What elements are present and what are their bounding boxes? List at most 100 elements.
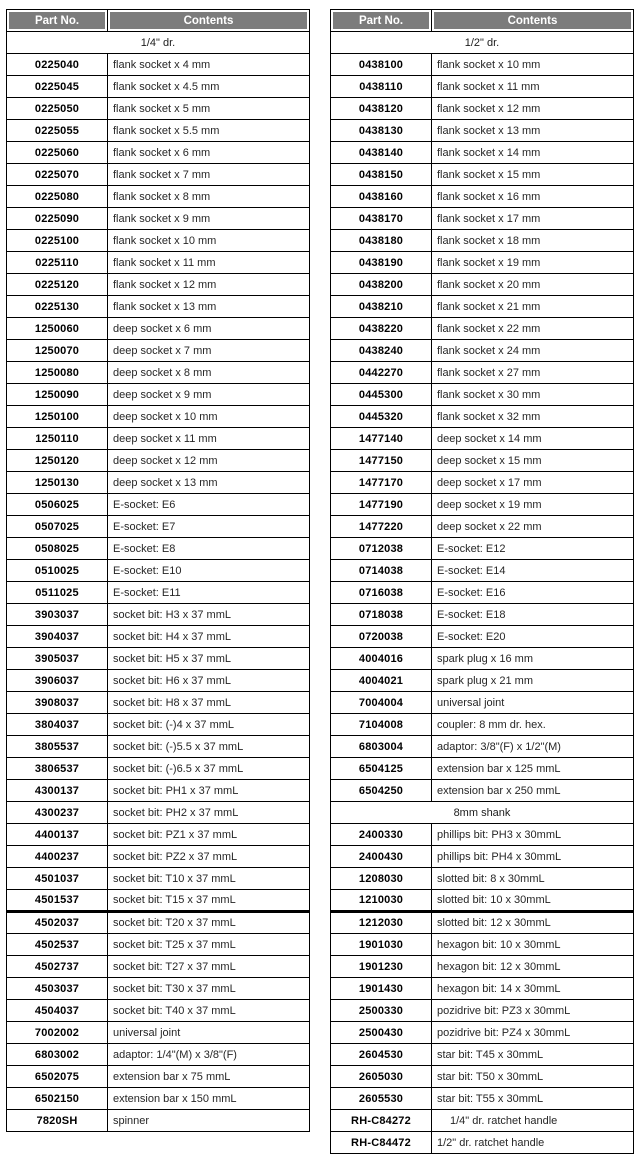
part-no-cell: 3805537: [6, 735, 108, 758]
header-row: Part No. Contents: [6, 9, 310, 32]
part-no-cell: 0225050: [6, 97, 108, 120]
part-no-cell: 0438130: [330, 119, 432, 142]
part-no-cell: 2604530: [330, 1043, 432, 1066]
part-no-cell: 1250070: [6, 339, 108, 362]
part-no-cell: 0225060: [6, 141, 108, 164]
table-row: 0438170 flank socket x 17 mm: [330, 207, 634, 230]
table-row: 3905037 socket bit: H5 x 37 mmL: [6, 647, 310, 670]
part-no-cell: 0438190: [330, 251, 432, 274]
table-row: 4504037 socket bit: T40 x 37 mmL: [6, 999, 310, 1022]
contents-cell: star bit: T45 x 30mmL: [431, 1043, 634, 1066]
table-row: 0225090 flank socket x 9 mm: [6, 207, 310, 230]
contents-cell: slotted bit: 12 x 30mmL: [431, 910, 634, 934]
contents-cell: socket bit: PZ1 x 37 mmL: [107, 823, 310, 846]
part-no-cell: 1208030: [330, 867, 432, 890]
part-no-cell: 0507025: [6, 515, 108, 538]
part-no-cell: 6502150: [6, 1087, 108, 1110]
contents-cell: deep socket x 10 mm: [107, 405, 310, 428]
part-no-cell: 6504250: [330, 779, 432, 802]
contents-cell: E-socket: E10: [107, 559, 310, 582]
table-row: 1250070 deep socket x 7 mm: [6, 339, 310, 362]
contents-cell: socket bit: T15 x 37 mmL: [107, 889, 310, 912]
part-no-cell: 7004004: [330, 691, 432, 714]
part-no-cell: 0716038: [330, 581, 432, 604]
contents-cell: deep socket x 13 mm: [107, 471, 310, 494]
part-no-cell: 0225080: [6, 185, 108, 208]
part-no-cell: 0438170: [330, 207, 432, 230]
part-no-cell: 4502737: [6, 955, 108, 978]
table-row: 4502537 socket bit: T25 x 37 mmL: [6, 933, 310, 956]
part-no-cell: 0511025: [6, 581, 108, 604]
section-label: 8mm shank: [330, 801, 634, 824]
contents-cell: pozidrive bit: PZ3 x 30mmL: [431, 999, 634, 1022]
part-no-cell: 0225100: [6, 229, 108, 252]
table-row: 3903037 socket bit: H3 x 37 mmL: [6, 603, 310, 626]
part-no-cell: 1250090: [6, 383, 108, 406]
contents-cell: deep socket x 19 mm: [431, 493, 634, 516]
contents-cell: socket bit: T27 x 37 mmL: [107, 955, 310, 978]
table-row: 3806537 socket bit: (-)6.5 x 37 mmL: [6, 757, 310, 780]
part-no-cell: RH-C84472: [330, 1131, 432, 1154]
contents-cell: flank socket x 17 mm: [431, 207, 634, 230]
table-row: 0225050 flank socket x 5 mm: [6, 97, 310, 120]
part-no-cell: 2400330: [330, 823, 432, 846]
table-row: 3805537 socket bit: (-)5.5 x 37 mmL: [6, 735, 310, 758]
table-row: 4501037 socket bit: T10 x 37 mmL: [6, 867, 310, 890]
contents-cell: deep socket x 22 mm: [431, 515, 634, 538]
part-no-cell: 6502075: [6, 1065, 108, 1088]
table-row: 1250110 deep socket x 11 mm: [6, 427, 310, 450]
contents-cell: flank socket x 27 mm: [431, 361, 634, 384]
table-row: 0438140 flank socket x 14 mm: [330, 141, 634, 164]
contents-cell: 1/4" dr. ratchet handle: [431, 1109, 634, 1132]
table-row: 7104008 coupler: 8 mm dr. hex.: [330, 713, 634, 736]
parts-table-half-inch-dr: Part No. Contents 1/2" dr. 0438100 flank s…: [330, 9, 634, 1154]
contents-cell: flank socket x 12 mm: [107, 273, 310, 296]
table-row: 2400430 phillips bit: PH4 x 30mmL: [330, 845, 634, 868]
table-row: 1901430 hexagon bit: 14 x 30mmL: [330, 977, 634, 1000]
contents-cell: E-socket: E18: [431, 603, 634, 626]
table-row: 0438190 flank socket x 19 mm: [330, 251, 634, 274]
part-no-cell: 0712038: [330, 537, 432, 560]
part-no-cell: 1901030: [330, 933, 432, 956]
part-no-cell: 7104008: [330, 713, 432, 736]
part-no-cell: 1477150: [330, 449, 432, 472]
table-body: 1/2" dr. 0438100 flank socket x 10 mm 04381…: [330, 31, 634, 1154]
table-row: 0445300 flank socket x 30 mm: [330, 383, 634, 406]
contents-cell: socket bit: T40 x 37 mmL: [107, 999, 310, 1022]
table-row: RH-C84272 1/4" dr. ratchet handle: [330, 1109, 634, 1132]
part-no-cell: 1477170: [330, 471, 432, 494]
table-row: 1250130 deep socket x 13 mm: [6, 471, 310, 494]
part-no-cell: 1250130: [6, 471, 108, 494]
part-no-cell: 2500330: [330, 999, 432, 1022]
contents-cell: socket bit: (-)6.5 x 37 mmL: [107, 757, 310, 780]
table-row: 0438200 flank socket x 20 mm: [330, 273, 634, 296]
part-no-cell: 3904037: [6, 625, 108, 648]
contents-cell: flank socket x 22 mm: [431, 317, 634, 340]
part-no-cell: 0720038: [330, 625, 432, 648]
contents-cell: socket bit: (-)4 x 37 mmL: [107, 713, 310, 736]
contents-cell: socket bit: PZ2 x 37 mmL: [107, 845, 310, 868]
part-no-cell: 1250100: [6, 405, 108, 428]
part-no-cell: 6803004: [330, 735, 432, 758]
table-row: 0225120 flank socket x 12 mm: [6, 273, 310, 296]
part-no-cell: 4400237: [6, 845, 108, 868]
contents-cell: deep socket x 15 mm: [431, 449, 634, 472]
table-row: 0225040 flank socket x 4 mm: [6, 53, 310, 76]
parts-table-quarter-inch-dr: Part No. Contents 1/4" dr. 0225040 flank s…: [6, 9, 310, 1132]
table-row: 1901230 hexagon bit: 12 x 30mmL: [330, 955, 634, 978]
table-row: 0510025 E-socket: E10: [6, 559, 310, 582]
table-row: 3906037 socket bit: H6 x 37 mmL: [6, 669, 310, 692]
table-row: 1250120 deep socket x 12 mm: [6, 449, 310, 472]
table-row: 0438240 flank socket x 24 mm: [330, 339, 634, 362]
table-row: 6502075 extension bar x 75 mmL: [6, 1065, 310, 1088]
part-no-cell: 7820SH: [6, 1109, 108, 1132]
contents-cell: extension bar x 125 mmL: [431, 757, 634, 780]
contents-cell: hexagon bit: 10 x 30mmL: [431, 933, 634, 956]
table-row: 2400330 phillips bit: PH3 x 30mmL: [330, 823, 634, 846]
table-row: 6504250 extension bar x 250 mmL: [330, 779, 634, 802]
part-no-cell: 0508025: [6, 537, 108, 560]
contents-cell: deep socket x 8 mm: [107, 361, 310, 384]
table-row: 1477140 deep socket x 14 mm: [330, 427, 634, 450]
part-no-cell: 4503037: [6, 977, 108, 1000]
contents-cell: flank socket x 30 mm: [431, 383, 634, 406]
